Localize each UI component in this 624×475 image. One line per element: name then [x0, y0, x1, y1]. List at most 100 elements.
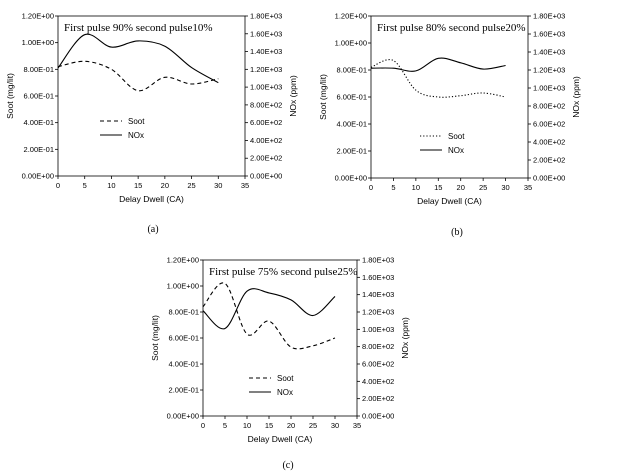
y-tick-label: 6.00E-01: [169, 334, 199, 343]
y-tick-label: 2.00E-01: [24, 145, 54, 154]
y-tick-label: 8.00E-01: [24, 65, 54, 74]
y-tick-label: 1.20E+00: [167, 256, 199, 265]
y2-tick-label: 1.40E+03: [533, 48, 565, 57]
x-tick-label: 20: [287, 421, 295, 430]
legend-label-soot: Soot: [277, 374, 294, 383]
y2-tick-label: 2.00E+02: [533, 156, 565, 165]
x-tick-label: 20: [457, 183, 465, 192]
x-tick-label: 10: [107, 181, 115, 190]
y-tick-label: 4.00E-01: [337, 120, 367, 129]
y-axis-label: Soot (mg/lit): [318, 74, 328, 120]
chart-panel-c: 0.00E+00 2.00E-01 4.00E-01 6.00E-01 8.00E-01…: [150, 256, 410, 472]
y-tick-label: 0.00E+00: [335, 174, 367, 183]
x-tick-label: 5: [391, 183, 395, 192]
y-tick-label: 2.00E-01: [169, 386, 199, 395]
y2-tick-label: 8.00E+02: [250, 100, 282, 109]
x-tick-label: 10: [412, 183, 420, 192]
y2-tick-label: 1.80E+03: [362, 256, 394, 265]
x-tick-label: 10: [243, 421, 251, 430]
y2-tick-label: 1.00E+03: [250, 83, 282, 92]
y-tick-label: 8.00E-01: [169, 308, 199, 317]
x-tick-label: 15: [434, 183, 442, 192]
x-tick-label: 30: [214, 181, 222, 190]
y2-tick-label: 1.00E+03: [362, 325, 394, 334]
x-tick-label: 0: [369, 183, 373, 192]
y-tick-label: 1.00E+00: [22, 38, 54, 47]
y-tick-label: 6.00E-01: [24, 92, 54, 101]
y2-axis-label: NOx (ppm): [571, 76, 581, 118]
y2-axis-label: NOx (ppm): [288, 75, 298, 117]
x-tick-label: 0: [56, 181, 60, 190]
y2-tick-label: 1.60E+03: [362, 273, 394, 282]
legend-label-soot: Soot: [448, 132, 465, 141]
y2-tick-label: 6.00E+02: [362, 360, 394, 369]
y2-tick-label: 0.00E+00: [250, 172, 282, 181]
y-tick-label: 4.00E-01: [169, 360, 199, 369]
y-tick-label: 1.20E+00: [335, 12, 367, 21]
chart-panel-b: 0.00E+00 2.00E-01 4.00E-01 6.00E-01 8.00E-01…: [318, 12, 581, 239]
y2-tick-label: 1.20E+03: [250, 65, 282, 74]
y-tick-label: 1.00E+00: [167, 282, 199, 291]
y-axis-label: Soot (mg/lit): [150, 315, 160, 361]
y-tick-label: 0.00E+00: [167, 412, 199, 421]
chart-title: First pulse 90% second pulse10%: [64, 22, 212, 34]
x-tick-label: 5: [83, 181, 87, 190]
x-tick-label: 35: [524, 183, 532, 192]
y2-tick-label: 8.00E+02: [533, 102, 565, 111]
series-line-soot: [57, 60, 219, 92]
x-tick-label: 25: [479, 183, 487, 192]
plot-frame: [57, 15, 246, 177]
y2-tick-label: 1.20E+03: [533, 66, 565, 75]
y2-tick-label: 0.00E+00: [533, 174, 565, 183]
x-tick-label: 35: [353, 421, 361, 430]
x-axis-label: Delay Dwell (CA): [248, 434, 313, 444]
y-tick-label: 2.00E-01: [337, 147, 367, 156]
y2-tick-label: 1.40E+03: [250, 47, 282, 56]
y2-tick-label: 4.00E+02: [362, 377, 394, 386]
y2-tick-label: 1.20E+03: [362, 308, 394, 317]
y2-axis-label: NOx (ppm): [400, 317, 410, 359]
x-tick-label: 15: [265, 421, 273, 430]
x-tick-label: 30: [331, 421, 339, 430]
y-tick-label: 1.20E+00: [22, 12, 54, 21]
panel-label: (c): [282, 460, 293, 471]
y2-tick-label: 1.60E+03: [533, 30, 565, 39]
panel-label: (a): [147, 224, 158, 235]
series-line-nox: [202, 288, 336, 330]
x-axis-label: Delay Dwell (CA): [119, 194, 184, 204]
y2-tick-label: 1.80E+03: [533, 12, 565, 21]
series-line-nox: [57, 33, 219, 84]
legend-label-nox: NOx: [277, 388, 293, 397]
x-tick-label: 20: [161, 181, 169, 190]
y2-tick-label: 1.60E+03: [250, 29, 282, 38]
x-tick-label: 25: [187, 181, 195, 190]
y2-tick-label: 2.00E+02: [362, 394, 394, 403]
x-axis-label: Delay Dwell (CA): [417, 196, 482, 206]
y2-tick-label: 0.00E+00: [362, 412, 394, 421]
legend-label-nox: NOx: [128, 131, 144, 140]
y2-tick-label: 1.00E+03: [533, 84, 565, 93]
y2-tick-label: 4.00E+02: [250, 136, 282, 145]
x-tick-label: 30: [501, 183, 509, 192]
x-tick-label: 0: [201, 421, 205, 430]
x-tick-label: 25: [309, 421, 317, 430]
series-line-nox: [370, 57, 506, 72]
y-axis-label: Soot (mg/lit): [5, 73, 15, 119]
y2-tick-label: 1.40E+03: [362, 290, 394, 299]
x-tick-label: 35: [241, 181, 249, 190]
chart-title: First pulse 75% second pulse25%: [209, 266, 357, 278]
y2-tick-label: 2.00E+02: [250, 154, 282, 163]
y2-tick-label: 1.80E+03: [250, 12, 282, 21]
x-tick-label: 5: [223, 421, 227, 430]
y-tick-label: 6.00E-01: [337, 93, 367, 102]
chart-panel-a: 0.00E+00 2.00E-01 4.00E-01 6.00E-01 8.00E-01…: [5, 12, 298, 236]
y-tick-label: 1.00E+00: [335, 39, 367, 48]
y-tick-label: 8.00E-01: [337, 66, 367, 75]
y2-tick-label: 6.00E+02: [533, 120, 565, 129]
x-tick-label: 15: [134, 181, 142, 190]
y2-tick-label: 4.00E+02: [533, 138, 565, 147]
legend-label-nox: NOx: [448, 146, 464, 155]
series-line-soot: [370, 59, 506, 98]
y2-tick-label: 6.00E+02: [250, 118, 282, 127]
